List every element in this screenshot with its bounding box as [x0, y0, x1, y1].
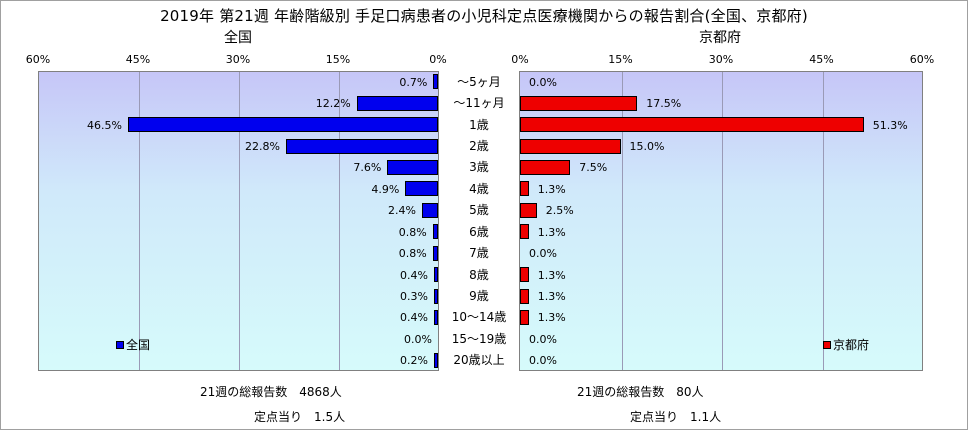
category-label: 4歳	[469, 181, 489, 196]
legend-swatch-kyoto	[823, 340, 831, 349]
value-label-kyoto: 1.3%	[537, 268, 566, 282]
value-label-national: 0.4%	[400, 311, 428, 325]
category-label: 2歳	[469, 139, 489, 153]
category-label: 10～14歳	[451, 310, 507, 325]
bar-kyoto	[520, 202, 537, 218]
plot-area-national	[38, 71, 439, 371]
bar-national	[387, 159, 438, 175]
value-label-kyoto: 1.3%	[537, 182, 566, 196]
value-label-national: 0.8%	[398, 225, 427, 239]
value-label-kyoto: 51.3%	[872, 118, 908, 132]
bar-national	[434, 352, 438, 368]
value-label-kyoto: 0.0%	[529, 247, 557, 261]
category-label: 15～19歳	[451, 331, 507, 346]
tick-label-national: 15%	[325, 53, 351, 66]
value-label-national: 12.2%	[315, 97, 351, 111]
tick-label-kyoto: 30%	[708, 53, 734, 66]
value-label-kyoto: 15.0%	[629, 140, 665, 153]
value-label-national: 4.9%	[371, 182, 400, 196]
value-label-kyoto: 0.0%	[529, 354, 557, 368]
value-label-kyoto: 1.3%	[537, 225, 566, 239]
bar-kyoto	[520, 95, 638, 111]
bar-kyoto	[520, 267, 529, 283]
bar-national	[286, 138, 438, 154]
tick-label-kyoto: 60%	[909, 53, 935, 66]
left-subtitle: 全国	[224, 30, 252, 46]
value-label-kyoto: 2.5%	[545, 204, 574, 218]
plot-area-kyoto	[519, 71, 923, 371]
category-label: ～11ヶ月	[453, 96, 505, 111]
chart-title: 2019年 第21週 年齢階級別 手足口病患者の小児科定点医療機関からの報告割合…	[160, 7, 808, 25]
category-label: 6歳	[469, 224, 489, 239]
bar-kyoto	[520, 224, 529, 240]
category-label: 1歳	[469, 117, 489, 132]
bar-kyoto	[520, 309, 529, 325]
bar-kyoto	[520, 288, 529, 304]
value-label-kyoto: 1.3%	[537, 311, 566, 325]
kyoto-per-point: 定点当り 1.1人	[630, 410, 722, 424]
value-label-kyoto: 0.0%	[529, 332, 557, 346]
gridline-kyoto	[722, 72, 723, 370]
bar-kyoto	[520, 159, 571, 175]
category-label: 20歳以上	[453, 353, 505, 368]
bar-national	[356, 95, 438, 111]
value-label-kyoto: 1.3%	[537, 290, 566, 303]
value-label-national: 0.0%	[404, 332, 432, 346]
value-label-national: 0.2%	[400, 354, 428, 368]
legend-label-national: 全国	[126, 338, 151, 352]
value-label-national: 2.4%	[388, 204, 416, 218]
value-label-national: 0.4%	[400, 268, 428, 282]
kyoto-total-reports: 21週の総報告数 80人	[577, 385, 704, 399]
tick-label-national: 45%	[125, 53, 151, 66]
legend-national: 全国	[116, 336, 150, 353]
bar-national	[128, 117, 438, 133]
tick-label-kyoto: 15%	[608, 53, 633, 66]
legend-label-kyoto: 京都府	[833, 338, 870, 352]
national-per-point: 定点当り 1.5人	[254, 410, 346, 424]
value-label-national: 22.8%	[245, 140, 280, 153]
category-label: 7歳	[469, 246, 489, 261]
national-total-reports: 21週の総報告数 4868人	[200, 385, 342, 399]
legend-swatch-national	[116, 340, 124, 349]
category-label: 5歳	[469, 203, 489, 218]
legend-kyoto: 京都府	[823, 336, 869, 353]
tick-label-kyoto: 0%	[511, 53, 529, 66]
gridline-national	[239, 72, 240, 370]
bar-national	[422, 202, 438, 218]
bar-national	[433, 74, 438, 90]
value-label-national: 46.5%	[87, 118, 122, 132]
category-label: 9歳	[469, 289, 489, 303]
bar-national	[434, 288, 438, 304]
value-label-national: 0.3%	[400, 290, 428, 303]
gridline-national	[339, 72, 340, 370]
bar-kyoto	[520, 138, 621, 154]
category-label: 8歳	[469, 267, 489, 282]
value-label-kyoto: 17.5%	[646, 97, 682, 111]
tick-label-national: 30%	[225, 53, 251, 66]
bar-national	[434, 309, 438, 325]
gridline-national	[139, 72, 140, 370]
gridline-kyoto	[822, 72, 824, 370]
value-label-kyoto: 7.5%	[579, 161, 608, 175]
bar-kyoto	[520, 117, 864, 133]
tick-label-national: 0%	[429, 53, 447, 66]
category-label: 3歳	[469, 160, 489, 175]
bar-kyoto	[520, 181, 529, 197]
value-label-national: 0.7%	[399, 75, 428, 89]
bar-national	[432, 245, 438, 261]
bar-national	[405, 181, 438, 197]
tick-label-national: 60%	[25, 53, 51, 66]
bar-national	[432, 224, 438, 240]
category-label: ～5ヶ月	[457, 74, 501, 89]
value-label-national: 0.8%	[398, 247, 427, 261]
right-subtitle: 京都府	[699, 30, 741, 46]
tick-label-kyoto: 45%	[809, 53, 834, 66]
value-label-kyoto: 0.0%	[529, 75, 557, 89]
value-label-national: 7.6%	[353, 161, 382, 175]
bar-national	[434, 267, 438, 283]
gridline-kyoto	[621, 72, 623, 370]
